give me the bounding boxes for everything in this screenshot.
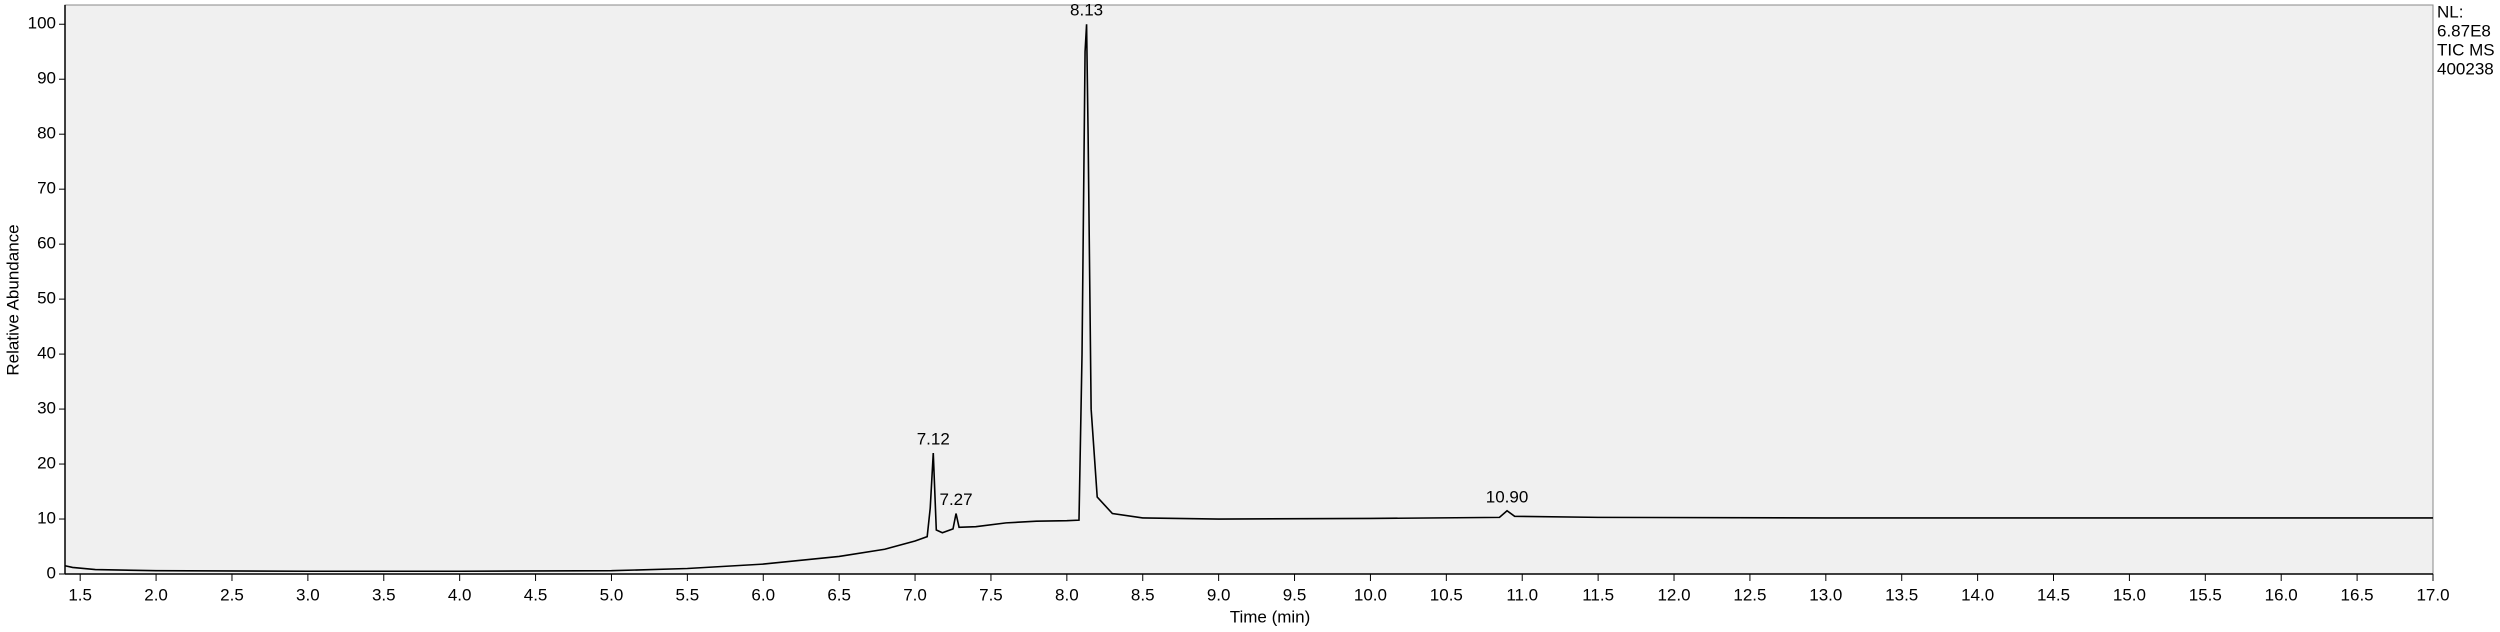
x-tick-label: 4.5 <box>524 585 548 604</box>
y-tick-label: 10 <box>37 509 56 528</box>
y-tick-label: 20 <box>37 454 56 473</box>
x-tick-label: 8.0 <box>1055 585 1079 604</box>
peak-label: 7.12 <box>917 430 950 449</box>
info-text: 400238 <box>2437 59 2494 78</box>
x-tick-label: 13.0 <box>1809 585 1842 604</box>
x-tick-label: 7.0 <box>903 585 927 604</box>
y-tick-label: 40 <box>37 344 56 363</box>
x-tick-label: 10.5 <box>1430 585 1463 604</box>
info-text: TIC MS <box>2437 40 2495 59</box>
x-tick-label: 8.5 <box>1131 585 1155 604</box>
x-tick-label: 17.0 <box>2416 585 2449 604</box>
x-tick-label: 15.0 <box>2113 585 2146 604</box>
y-axis-label: Relative Abundance <box>3 224 22 375</box>
y-tick-label: 60 <box>37 234 56 253</box>
x-tick-label: 9.5 <box>1283 585 1307 604</box>
x-tick-label: 10.0 <box>1354 585 1387 604</box>
x-tick-label: 16.5 <box>2341 585 2374 604</box>
x-tick-label: 12.0 <box>1657 585 1690 604</box>
y-tick-label: 100 <box>28 14 56 33</box>
x-tick-label: 3.0 <box>296 585 320 604</box>
peak-label: 7.27 <box>939 490 972 509</box>
x-tick-label: 11.5 <box>1582 585 1614 604</box>
x-tick-label: 6.5 <box>827 585 851 604</box>
plot-area <box>64 4 2434 575</box>
x-tick-label: 11.0 <box>1506 585 1538 604</box>
x-tick-label: 1.5 <box>68 585 92 604</box>
x-tick-label: 14.0 <box>1961 585 1994 604</box>
y-tick-label: 80 <box>37 124 56 143</box>
x-tick-label: 12.5 <box>1733 585 1766 604</box>
x-tick-label: 9.0 <box>1207 585 1231 604</box>
x-tick-label: 2.5 <box>220 585 244 604</box>
y-tick-label: 90 <box>37 69 56 88</box>
x-tick-label: 5.0 <box>600 585 624 604</box>
peak-label: 8.13 <box>1070 1 1103 20</box>
x-tick-label: 2.0 <box>144 585 168 604</box>
x-tick-label: 3.5 <box>372 585 396 604</box>
chromatogram-line <box>64 24 2433 573</box>
x-tick-label: 15.5 <box>2189 585 2222 604</box>
x-axis-label: Time (min) <box>1230 607 1311 626</box>
x-tick-label: 16.0 <box>2265 585 2298 604</box>
y-tick-label: 0 <box>47 563 56 582</box>
x-tick-label: 5.5 <box>676 585 700 604</box>
y-tick-label: 50 <box>37 289 56 308</box>
x-tick-label: 4.0 <box>448 585 472 604</box>
y-tick-label: 70 <box>37 179 56 198</box>
peak-label: 10.90 <box>1486 487 1529 506</box>
x-tick-label: 14.5 <box>2037 585 2070 604</box>
info-text: 6.87E8 <box>2437 21 2491 40</box>
x-tick-label: 6.0 <box>751 585 775 604</box>
info-text: NL: <box>2437 2 2463 21</box>
y-tick-label: 30 <box>37 399 56 418</box>
x-tick-label: 7.5 <box>979 585 1003 604</box>
x-tick-label: 13.5 <box>1885 585 1918 604</box>
